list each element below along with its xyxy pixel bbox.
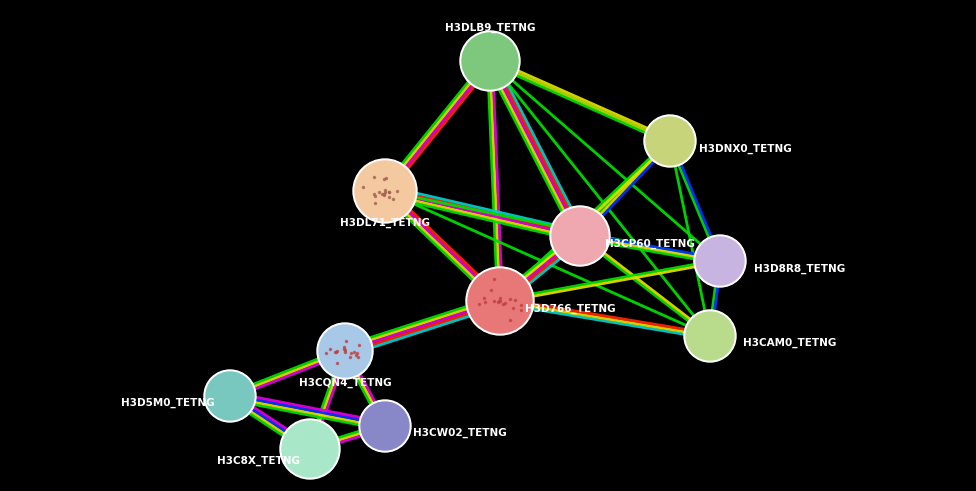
Circle shape [686,312,734,360]
Circle shape [468,269,532,333]
Circle shape [355,161,415,221]
Circle shape [359,400,411,452]
Circle shape [319,325,371,377]
Text: H3DL71_TETNG: H3DL71_TETNG [340,218,430,228]
Circle shape [282,421,338,477]
Circle shape [550,206,610,266]
Circle shape [462,33,518,89]
Circle shape [646,117,694,165]
Text: H3C8X_TETNG: H3C8X_TETNG [217,456,300,466]
Circle shape [206,372,254,420]
Text: H3D5M0_TETNG: H3D5M0_TETNG [121,398,215,408]
Text: H3CP60_TETNG: H3CP60_TETNG [605,239,695,249]
Circle shape [644,115,696,167]
Circle shape [696,237,744,285]
Text: H3CQN4_TETNG: H3CQN4_TETNG [299,378,391,388]
Circle shape [353,159,417,223]
Circle shape [204,370,256,422]
Circle shape [361,402,409,450]
Text: H3DNX0_TETNG: H3DNX0_TETNG [699,144,792,154]
Circle shape [694,235,746,287]
Circle shape [460,31,520,91]
Circle shape [466,267,534,335]
Text: H3D8R8_TETNG: H3D8R8_TETNG [754,264,845,274]
Circle shape [280,419,340,479]
Text: H3CAM0_TETNG: H3CAM0_TETNG [744,338,836,348]
Text: H3D766_TETNG: H3D766_TETNG [525,304,615,314]
Circle shape [317,323,373,379]
Circle shape [552,208,608,264]
Text: H3CW02_TETNG: H3CW02_TETNG [413,428,507,438]
Text: H3DLB9_TETNG: H3DLB9_TETNG [445,23,535,33]
Circle shape [684,310,736,362]
